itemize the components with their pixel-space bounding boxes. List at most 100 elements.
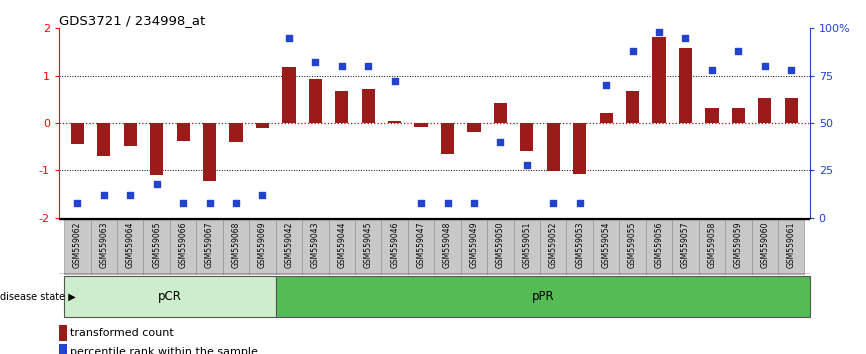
Bar: [725, 219, 752, 274]
Text: GSM559051: GSM559051: [522, 221, 532, 268]
Bar: [573, 123, 586, 174]
Bar: [546, 123, 560, 171]
Bar: [758, 98, 772, 123]
Bar: [97, 123, 111, 156]
Point: [679, 35, 693, 41]
Text: pCR: pCR: [158, 290, 182, 303]
Bar: [117, 219, 144, 274]
Point: [705, 67, 719, 73]
Text: GSM559048: GSM559048: [443, 221, 452, 268]
Text: GSM559053: GSM559053: [575, 221, 585, 268]
Text: GSM559058: GSM559058: [708, 221, 716, 268]
Bar: [705, 108, 719, 123]
Bar: [362, 89, 375, 123]
Bar: [249, 219, 275, 274]
Bar: [381, 219, 408, 274]
Bar: [593, 219, 619, 274]
Text: GSM559059: GSM559059: [734, 221, 743, 268]
Bar: [388, 121, 401, 123]
Bar: [441, 123, 454, 154]
Point: [785, 67, 798, 73]
Point: [441, 200, 455, 205]
Bar: [514, 219, 540, 274]
Text: GSM559064: GSM559064: [126, 221, 135, 268]
Bar: [59, 325, 67, 341]
Bar: [646, 219, 672, 274]
Bar: [599, 113, 613, 123]
Text: GSM559046: GSM559046: [391, 221, 399, 268]
Text: GSM559069: GSM559069: [258, 221, 267, 268]
Text: GSM559068: GSM559068: [231, 221, 241, 268]
Bar: [64, 219, 91, 274]
Bar: [59, 344, 67, 354]
Text: GDS3721 / 234998_at: GDS3721 / 234998_at: [59, 14, 205, 27]
Bar: [144, 219, 170, 274]
Text: GSM559067: GSM559067: [205, 221, 214, 268]
Point: [599, 82, 613, 88]
Bar: [626, 91, 639, 123]
Bar: [124, 123, 137, 146]
Point: [229, 200, 243, 205]
Text: GSM559054: GSM559054: [602, 221, 611, 268]
Bar: [520, 123, 533, 152]
Point: [176, 200, 190, 205]
Bar: [566, 219, 593, 274]
Bar: [91, 219, 117, 274]
Bar: [150, 123, 164, 175]
Point: [520, 162, 533, 167]
Bar: [275, 276, 810, 317]
Bar: [170, 219, 197, 274]
Bar: [619, 219, 646, 274]
Bar: [435, 219, 461, 274]
Point: [572, 200, 586, 205]
Text: GSM559060: GSM559060: [760, 221, 769, 268]
Bar: [672, 219, 699, 274]
Text: GSM559062: GSM559062: [73, 221, 82, 268]
Text: GSM559045: GSM559045: [364, 221, 372, 268]
Text: disease state ▶: disease state ▶: [0, 291, 75, 302]
Point: [494, 139, 507, 145]
Point: [123, 192, 137, 198]
Text: GSM559043: GSM559043: [311, 221, 320, 268]
Bar: [355, 219, 381, 274]
Bar: [255, 123, 269, 128]
Bar: [328, 219, 355, 274]
Bar: [71, 123, 84, 144]
Point: [625, 48, 639, 54]
Text: GSM559042: GSM559042: [284, 221, 294, 268]
Text: GSM559055: GSM559055: [628, 221, 637, 268]
Bar: [785, 98, 798, 123]
Text: GSM559066: GSM559066: [178, 221, 188, 268]
Bar: [308, 79, 322, 123]
Bar: [223, 219, 249, 274]
Point: [70, 200, 84, 205]
Bar: [415, 123, 428, 127]
Point: [150, 181, 164, 187]
Text: GSM559050: GSM559050: [496, 221, 505, 268]
Text: GSM559056: GSM559056: [655, 221, 663, 268]
Bar: [494, 103, 507, 123]
Bar: [488, 219, 514, 274]
Point: [467, 200, 481, 205]
Bar: [229, 123, 242, 142]
Point: [758, 63, 772, 69]
Bar: [540, 219, 566, 274]
Bar: [64, 276, 275, 317]
Bar: [177, 123, 190, 141]
Text: transformed count: transformed count: [70, 328, 174, 338]
Bar: [699, 219, 725, 274]
Point: [203, 200, 216, 205]
Point: [388, 79, 402, 84]
Bar: [302, 219, 328, 274]
Bar: [461, 219, 488, 274]
Point: [546, 200, 560, 205]
Text: GSM559061: GSM559061: [786, 221, 796, 268]
Text: GSM559049: GSM559049: [469, 221, 478, 268]
Point: [652, 29, 666, 35]
Point: [414, 200, 428, 205]
Bar: [468, 123, 481, 132]
Text: GSM559047: GSM559047: [417, 221, 425, 268]
Bar: [732, 108, 745, 123]
Text: pPR: pPR: [532, 290, 554, 303]
Point: [335, 63, 349, 69]
